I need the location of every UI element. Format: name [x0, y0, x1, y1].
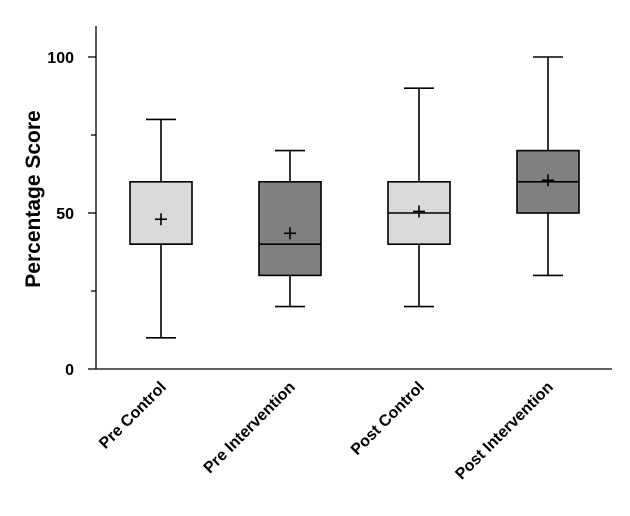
box-2 [258, 149, 322, 308]
box-3 [387, 87, 451, 308]
plot-area [129, 56, 580, 339]
y-axis-title: Percentage Score [22, 110, 45, 287]
x-category-label: Pre Control [96, 379, 170, 453]
iqr-box [129, 181, 193, 246]
x-category-label: Post Intervention [452, 379, 556, 483]
y-tick-label: 0 [65, 362, 74, 379]
box-4 [516, 56, 580, 277]
mean-marker [542, 174, 554, 187]
x-category-label: Pre Intervention [201, 379, 299, 477]
box-1 [129, 118, 193, 339]
mean-marker [284, 227, 296, 240]
y-tick-label: 50 [56, 206, 74, 223]
x-axis-categories: Pre Control Pre Intervention Post Control P… [96, 379, 557, 483]
y-tick-label: 100 [47, 50, 74, 67]
mean-marker [413, 205, 425, 218]
x-category-label: Post Control [348, 379, 428, 459]
mean-marker [155, 213, 167, 226]
y-axis-ticks: 0 50 100 [47, 50, 96, 379]
